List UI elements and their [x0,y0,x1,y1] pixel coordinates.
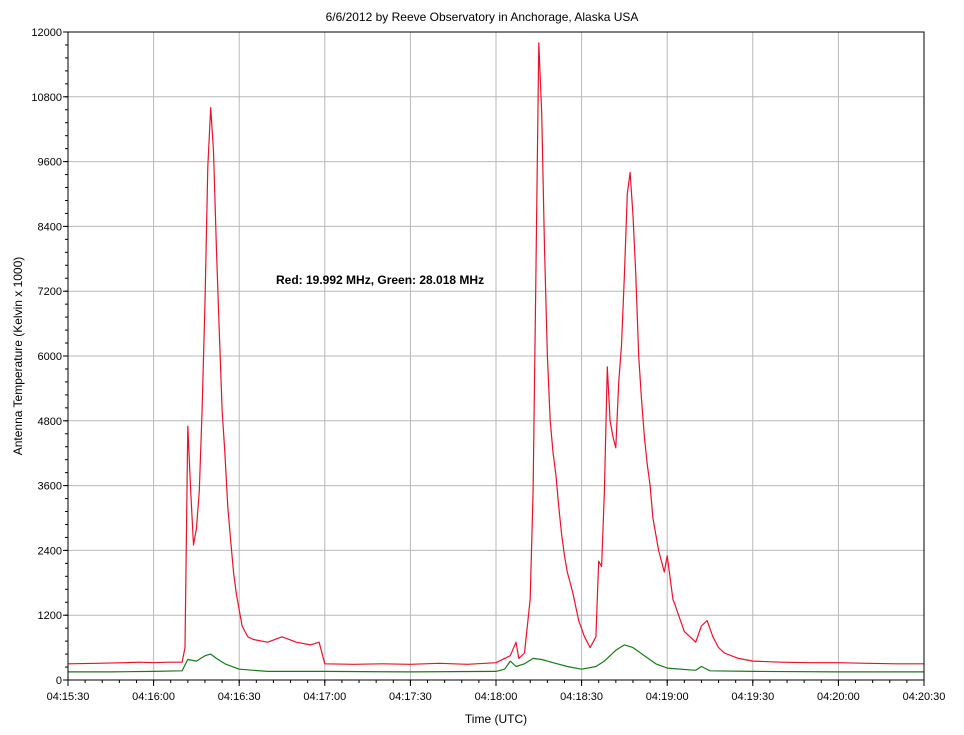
series-line-green [68,644,924,673]
x-tick-label: 04:17:30 [389,691,432,703]
y-tick-label: 2400 [38,545,62,557]
x-tick-label: 04:20:00 [817,691,860,703]
y-tick-label: 9600 [38,157,62,169]
y-tick-label: 7200 [38,286,62,298]
y-tick-label: 3600 [38,481,62,493]
y-tick-label: 4800 [38,416,62,428]
axes [63,31,925,686]
y-tick-label: 6000 [38,351,62,363]
x-tick-label: 04:17:00 [303,691,346,703]
y-tick-label: 0 [56,675,62,687]
y-tick-label: 1200 [38,610,62,622]
y-tick-label: 8400 [38,221,62,233]
series-line-red [67,42,924,665]
x-tick-label: 04:15:30 [47,691,90,703]
y-axis-title: Antenna Temperature (Kelvin x 1000) [11,257,25,456]
x-tick-label: 04:20:30 [903,691,946,703]
x-tick-label: 04:18:30 [560,691,603,703]
x-tick-label: 04:19:00 [646,691,689,703]
series-layer [67,42,924,673]
y-tick-label: 10800 [31,92,62,104]
x-tick-label: 04:16:00 [132,691,175,703]
series-annotation: Red: 19.992 MHz, Green: 28.018 MHz [276,273,484,287]
x-axis-title: Time (UTC) [465,712,527,726]
x-tick-label: 04:18:00 [475,691,518,703]
chart-title: 6/6/2012 by Reeve Observatory in Anchora… [326,10,639,24]
plot-frame [67,31,925,681]
tick-labels: 04:15:30 04:16:00 04:16:30 04:17:00 04:17:30… [31,27,945,703]
x-tick-label: 04:19:30 [731,691,774,703]
x-tick-label: 04:16:30 [218,691,261,703]
y-tick-label: 12000 [31,27,62,39]
